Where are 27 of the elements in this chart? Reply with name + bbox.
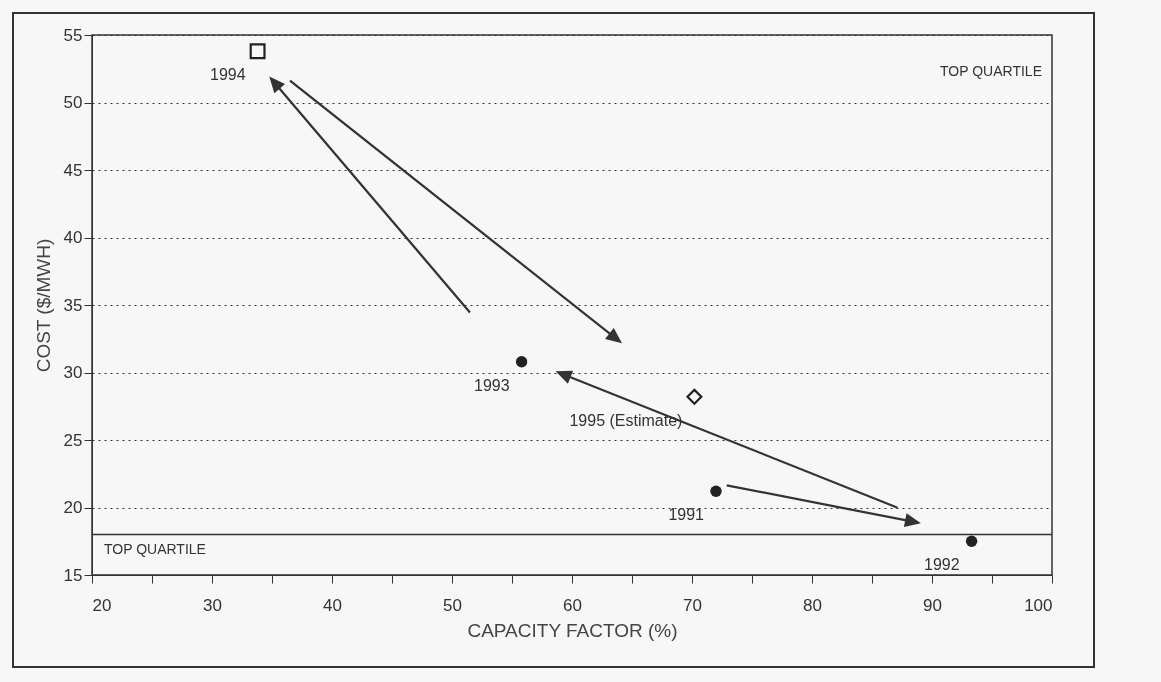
x-tick-label: 40 <box>323 595 342 615</box>
x-tick-label: 60 <box>563 595 582 615</box>
x-tick-label: 70 <box>683 595 702 615</box>
y-tick-label: 30 <box>63 363 83 382</box>
annotation: 1992 <box>924 556 960 574</box>
y-tick-label: 25 <box>63 430 83 450</box>
annotation: 1995 (Estimate) <box>569 411 683 429</box>
x-tick-label: 80 <box>803 595 822 615</box>
y-tick-label: 40 <box>63 228 83 247</box>
y-tick-label: 15 <box>63 565 83 585</box>
ref-line-label: TOP QUARTILE <box>104 540 206 557</box>
annotation: 1993 <box>474 376 510 394</box>
y-axis-title: COST ($/MWH) <box>32 238 54 373</box>
annotation: TOP QUARTILE <box>940 63 1042 79</box>
x-tick-label: 30 <box>203 595 222 615</box>
x-tick-label: 100 <box>1024 595 1053 615</box>
x-tick-label: 20 <box>92 595 112 615</box>
y-tick-label: 50 <box>63 93 83 112</box>
x-tick-label: 90 <box>923 595 942 615</box>
x-axis-title: CAPACITY FACTOR (%) <box>467 619 678 641</box>
annotation: 1991 <box>668 506 705 524</box>
y-tick-label: 35 <box>63 295 83 315</box>
y-tick-label: 55 <box>63 25 83 45</box>
y-tick-label: 20 <box>63 498 83 517</box>
y-tick-label: 45 <box>63 160 83 180</box>
annotation: 1994 <box>210 66 246 84</box>
x-tick-label: 50 <box>443 595 462 615</box>
